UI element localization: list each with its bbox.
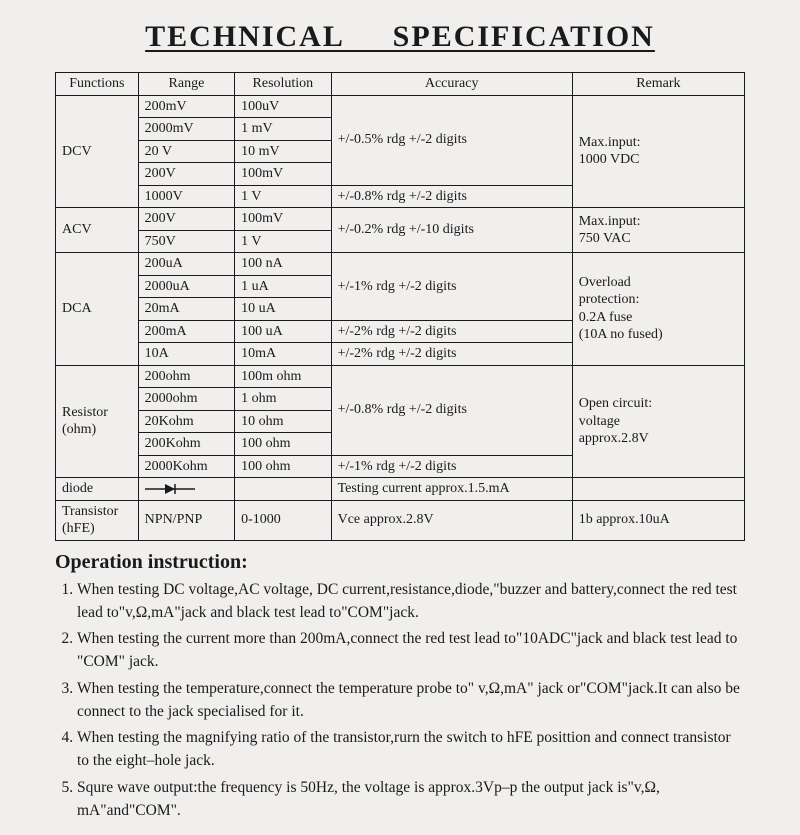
operation-item: When testing the magnifying ratio of the… — [77, 726, 745, 773]
acc-cell: +/-0.8% rdg +/-2 digits — [331, 365, 572, 455]
range-cell: 200V — [138, 208, 234, 231]
page-title: TECHNICAL SPECIFICATION — [55, 20, 745, 54]
func-cell: Transistor(hFE) — [56, 500, 139, 540]
func-cell: DCV — [56, 95, 139, 208]
acc-cell: +/-2% rdg +/-2 digits — [331, 320, 572, 343]
rem-cell: 1b approx.10uA — [572, 500, 744, 540]
range-cell: 2000Kohm — [138, 455, 234, 478]
page: TECHNICAL SPECIFICATION Functions Range … — [0, 0, 800, 835]
res-cell: 10 ohm — [235, 410, 331, 433]
range-cell: 750V — [138, 230, 234, 253]
col-remark: Remark — [572, 73, 744, 96]
range-cell: 200mV — [138, 95, 234, 118]
rem-cell: Overloadprotection:0.2A fuse(10A no fuse… — [572, 253, 744, 366]
res-cell: 100mV — [235, 208, 331, 231]
table-row: DCV200mV100uV+/-0.5% rdg +/-2 digitsMax.… — [56, 95, 745, 118]
table-row: DCA200uA100 nA+/-1% rdg +/-2 digitsOverl… — [56, 253, 745, 276]
table-body: DCV200mV100uV+/-0.5% rdg +/-2 digitsMax.… — [56, 95, 745, 540]
operation-item: Squre wave output:the frequency is 50Hz,… — [77, 776, 745, 823]
operation-item: When testing DC voltage,AC voltage, DC c… — [77, 578, 745, 625]
func-cell: ACV — [56, 208, 139, 253]
rem-cell: Max.input:1000 VDC — [572, 95, 744, 208]
acc-cell: +/-0.5% rdg +/-2 digits — [331, 95, 572, 185]
range-cell: NPN/PNP — [138, 500, 234, 540]
func-cell: Resistor(ohm) — [56, 365, 139, 478]
operation-heading: Operation instruction: — [55, 551, 745, 574]
range-cell: 20mA — [138, 298, 234, 321]
table-row: ACV200V100mV+/-0.2% rdg +/-10 digitsMax.… — [56, 208, 745, 231]
col-accuracy: Accuracy — [331, 73, 572, 96]
func-cell: DCA — [56, 253, 139, 366]
range-cell: 200mA — [138, 320, 234, 343]
res-cell: 100 nA — [235, 253, 331, 276]
rem-cell: Open circuit:voltageapprox.2.8V — [572, 365, 744, 478]
rem-cell — [572, 478, 744, 501]
res-cell: 0-1000 — [235, 500, 331, 540]
res-cell: 100 ohm — [235, 433, 331, 456]
res-cell: 100 uA — [235, 320, 331, 343]
acc-cell: +/-1% rdg +/-2 digits — [331, 253, 572, 321]
range-cell: 200ohm — [138, 365, 234, 388]
table-head: Functions Range Resolution Accuracy Rema… — [56, 73, 745, 96]
res-cell: 1 V — [235, 185, 331, 208]
table-row: Transistor(hFE)NPN/PNP0-1000Vce approx.2… — [56, 500, 745, 540]
res-cell: 1 ohm — [235, 388, 331, 411]
res-cell: 10 mV — [235, 140, 331, 163]
col-resolution: Resolution — [235, 73, 331, 96]
rem-cell: Max.input:750 VAC — [572, 208, 744, 253]
operation-list: When testing DC voltage,AC voltage, DC c… — [55, 578, 745, 823]
func-cell: diode — [56, 478, 139, 501]
res-cell: 1 V — [235, 230, 331, 253]
range-cell: 200V — [138, 163, 234, 186]
range-cell: 2000uA — [138, 275, 234, 298]
range-cell: 200uA — [138, 253, 234, 276]
col-functions: Functions — [56, 73, 139, 96]
range-cell: 20 V — [138, 140, 234, 163]
diode-icon — [145, 481, 195, 496]
res-cell: 100mV — [235, 163, 331, 186]
acc-cell: Vce approx.2.8V — [331, 500, 572, 540]
res-cell: 100uV — [235, 95, 331, 118]
acc-cell: Testing current approx.1.5.mA — [331, 478, 572, 501]
res-cell — [235, 478, 331, 501]
acc-cell: +/-2% rdg +/-2 digits — [331, 343, 572, 366]
range-cell: 2000mV — [138, 118, 234, 141]
range-cell: 1000V — [138, 185, 234, 208]
res-cell: 100 ohm — [235, 455, 331, 478]
operation-item: When testing the temperature,connect the… — [77, 677, 745, 724]
res-cell: 10mA — [235, 343, 331, 366]
range-cell — [138, 478, 234, 501]
acc-cell: +/-0.2% rdg +/-10 digits — [331, 208, 572, 253]
res-cell: 10 uA — [235, 298, 331, 321]
range-cell: 20Kohm — [138, 410, 234, 433]
table-row: Resistor(ohm)200ohm100m ohm+/-0.8% rdg +… — [56, 365, 745, 388]
range-cell: 2000ohm — [138, 388, 234, 411]
res-cell: 1 uA — [235, 275, 331, 298]
range-cell: 10A — [138, 343, 234, 366]
range-cell: 200Kohm — [138, 433, 234, 456]
col-range: Range — [138, 73, 234, 96]
res-cell: 100m ohm — [235, 365, 331, 388]
operation-item: When testing the current more than 200mA… — [77, 627, 745, 674]
acc-cell: +/-1% rdg +/-2 digits — [331, 455, 572, 478]
spec-table: Functions Range Resolution Accuracy Rema… — [55, 72, 745, 541]
res-cell: 1 mV — [235, 118, 331, 141]
table-row: diode Testing current approx.1.5.mA — [56, 478, 745, 501]
acc-cell: +/-0.8% rdg +/-2 digits — [331, 185, 572, 208]
